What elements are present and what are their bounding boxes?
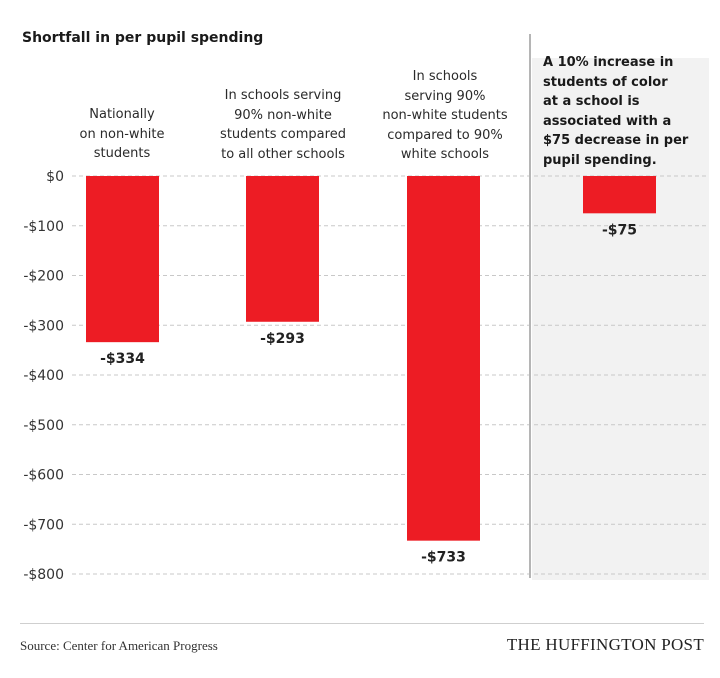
data-label: -$733 bbox=[421, 550, 466, 566]
data-label: -$75 bbox=[602, 222, 637, 238]
bars bbox=[86, 176, 656, 541]
category-label-90pct-vs-all: In schools serving 90% non-white student… bbox=[220, 88, 346, 162]
bar bbox=[86, 176, 159, 343]
category-label-90pct-vs-white: In schools serving 90% non-white student… bbox=[382, 69, 508, 162]
bar bbox=[407, 176, 480, 541]
footer-divider bbox=[20, 623, 704, 624]
bar bbox=[246, 176, 319, 322]
y-tick-label: -$100 bbox=[23, 219, 64, 235]
y-tick-label: -$500 bbox=[23, 418, 64, 434]
y-tick-label: -$200 bbox=[23, 269, 64, 285]
highlight-panel bbox=[532, 58, 709, 580]
y-tick-label: -$600 bbox=[23, 468, 64, 484]
bar bbox=[583, 176, 656, 214]
gridlines bbox=[72, 175, 708, 575]
y-tick-label: -$700 bbox=[23, 517, 64, 533]
data-label: -$293 bbox=[260, 331, 305, 347]
data-labels: -$334 -$293 -$733 -$75 bbox=[100, 222, 637, 565]
highlight-note: A 10% increase in students of color at a… bbox=[543, 55, 689, 168]
y-tick-label: -$400 bbox=[23, 368, 64, 384]
source-text: Source: Center for American Progress bbox=[20, 638, 218, 653]
chart-title: Shortfall in per pupil spending bbox=[22, 30, 264, 46]
y-tick-label: $0 bbox=[46, 169, 64, 185]
brand-logo: THE HUFFINGTON POST bbox=[506, 635, 704, 654]
y-tick-label: -$800 bbox=[23, 567, 64, 583]
y-tick-label: -$300 bbox=[23, 318, 64, 334]
y-axis-ticks: $0 -$100 -$200 -$300 -$400 -$500 -$600 -$700 -$8… bbox=[23, 169, 64, 583]
data-label: -$334 bbox=[100, 351, 145, 367]
category-label-national: Nationally on non-white students bbox=[79, 107, 165, 161]
